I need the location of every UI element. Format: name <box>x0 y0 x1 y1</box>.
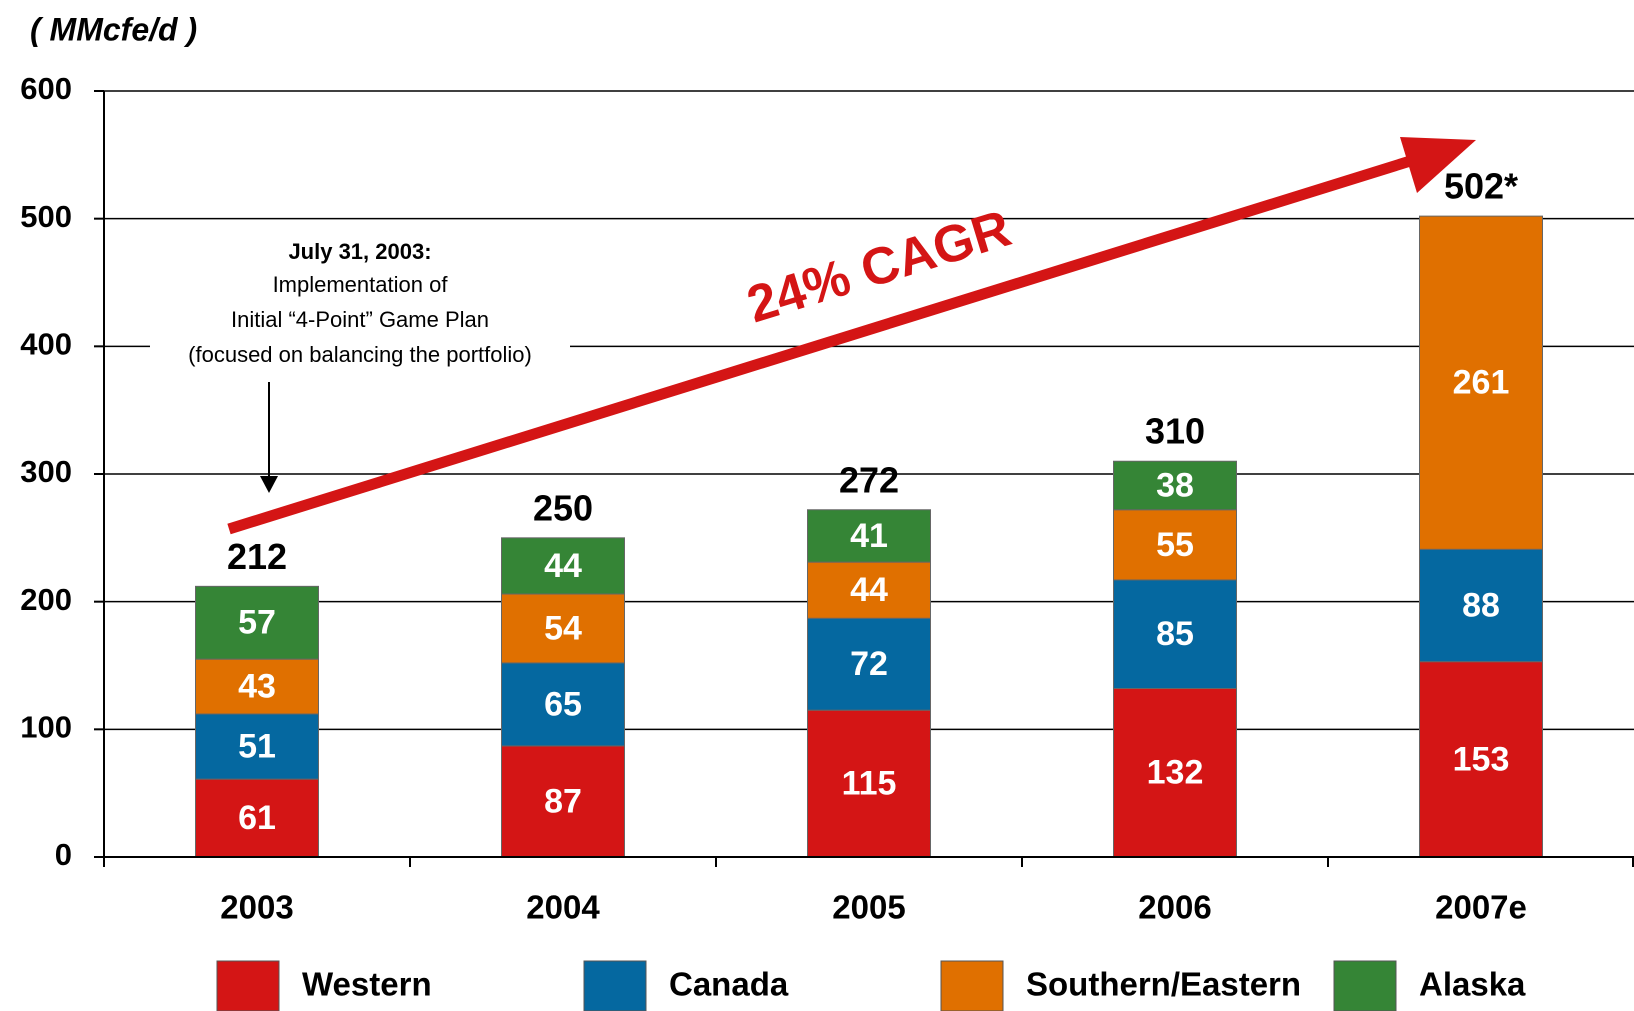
segment-label: 85 <box>1156 615 1194 653</box>
x-tick-label: 2004 <box>526 889 600 926</box>
legend-label: Alaska <box>1419 966 1526 1003</box>
note-title: July 31, 2003: <box>288 239 431 264</box>
note-background <box>150 235 570 373</box>
legend-label: Southern/Eastern <box>1026 966 1301 1003</box>
bar-segment <box>1113 509 1237 581</box>
bar-segment <box>501 662 625 747</box>
bar-segment <box>807 509 931 563</box>
growth-line <box>227 152 1422 535</box>
bar-segment <box>195 658 319 715</box>
bar-segment <box>1113 579 1237 689</box>
bar-segment <box>501 745 625 858</box>
legend-label: Canada <box>669 966 789 1003</box>
x-tick-label: 2003 <box>220 889 293 926</box>
bar-segment <box>1113 460 1237 511</box>
y-tick-label: 300 <box>20 454 72 489</box>
segment-label: 65 <box>544 685 582 723</box>
segment-label: 72 <box>850 645 888 683</box>
bar-segment <box>195 713 319 780</box>
segment-label: 87 <box>544 782 582 820</box>
bars: 61 51 43 57 212 87 65 54 44 250 115 72 44 41 272 132 85 5… <box>195 166 1543 858</box>
y-tick-label: 200 <box>20 582 72 617</box>
segment-label: 43 <box>238 668 276 706</box>
note-arrowhead <box>260 476 278 493</box>
bar-segment <box>1419 548 1543 663</box>
segment-label: 153 <box>1453 740 1510 778</box>
x-tick-label: 2007e <box>1435 889 1527 926</box>
legend-swatch <box>216 960 280 1011</box>
total-label: 250 <box>533 487 593 528</box>
segment-label: 132 <box>1147 754 1204 792</box>
note-line: (focused on balancing the portfolio) <box>188 342 532 367</box>
note: July 31, 2003: Implementation of Initial… <box>150 235 570 493</box>
y-axis-label: ( MMcfe/d ) <box>30 11 197 47</box>
legend: Western Canada Southern/Eastern Alaska <box>216 960 1526 1011</box>
segment-label: 44 <box>850 571 888 609</box>
segment-label: 44 <box>544 547 582 585</box>
note-line: Implementation of <box>273 272 449 297</box>
total-label: 212 <box>227 536 287 577</box>
x-tick-label: 2006 <box>1138 889 1211 926</box>
growth-label: 24% CAGR <box>741 199 1018 334</box>
segment-label: 57 <box>238 604 276 642</box>
y-tick-label: 100 <box>20 710 72 745</box>
y-tick-label: 600 <box>20 71 72 106</box>
legend-swatch <box>583 960 647 1011</box>
segment-label: 115 <box>842 765 897 803</box>
x-tick-label: 2005 <box>832 889 905 926</box>
segment-label: 55 <box>1156 526 1194 564</box>
legend-swatch <box>940 960 1004 1011</box>
total-label: 310 <box>1145 411 1205 452</box>
bar-segment <box>501 537 625 595</box>
total-label: 502* <box>1444 166 1518 207</box>
segment-label: 54 <box>544 609 582 647</box>
legend-swatch <box>1333 960 1397 1011</box>
bar-segment <box>1419 215 1543 550</box>
bar-segment <box>195 778 319 858</box>
bar-segment <box>501 593 625 664</box>
note-line: Initial “4-Point” Game Plan <box>231 307 489 332</box>
y-tick-label: 500 <box>20 199 72 234</box>
bar-segment <box>807 617 931 711</box>
segment-label: 261 <box>1453 364 1510 402</box>
segment-label: 41 <box>850 517 888 555</box>
bar-segment <box>1113 687 1237 858</box>
legend-label: Western <box>302 966 432 1003</box>
growth-arrowhead <box>1400 137 1476 193</box>
segment-label: 88 <box>1462 586 1500 624</box>
bar-segment <box>195 585 319 660</box>
bar-segment <box>1419 661 1543 858</box>
segment-label: 51 <box>238 728 276 766</box>
segment-label: 38 <box>1156 466 1194 504</box>
y-tick-label: 400 <box>20 327 72 362</box>
segment-label: 61 <box>238 799 276 837</box>
y-tick-label: 0 <box>55 837 72 872</box>
total-label: 272 <box>839 459 899 500</box>
